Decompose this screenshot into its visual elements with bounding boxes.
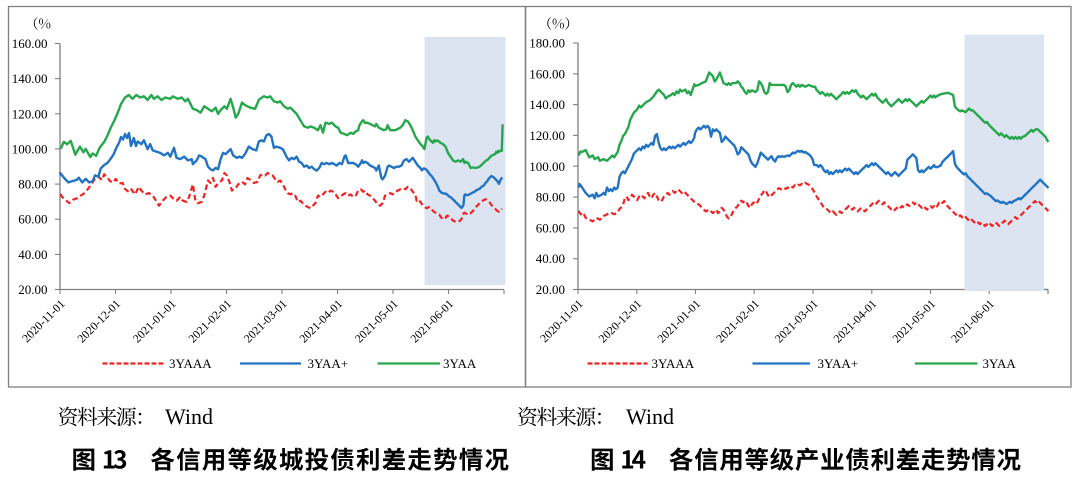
svg-text:40.00: 40.00: [536, 251, 565, 266]
svg-text:120.00: 120.00: [529, 128, 565, 143]
svg-text:60.00: 60.00: [536, 220, 565, 235]
svg-text:120.00: 120.00: [12, 106, 48, 121]
svg-text:3YAAA: 3YAAA: [652, 356, 695, 371]
svg-text:60.00: 60.00: [18, 212, 47, 227]
svg-text:160.00: 160.00: [529, 66, 565, 81]
svg-text:20.00: 20.00: [536, 282, 565, 297]
svg-text:140.00: 140.00: [12, 71, 48, 86]
svg-text:40.00: 40.00: [18, 247, 47, 262]
svg-text:100.00: 100.00: [529, 159, 565, 174]
svg-text:3YAA+: 3YAA+: [308, 356, 349, 371]
svg-text:80.00: 80.00: [18, 177, 47, 192]
svg-text:140.00: 140.00: [529, 97, 565, 112]
svg-text:Wind: Wind: [626, 404, 674, 429]
svg-text:20.00: 20.00: [18, 282, 47, 297]
svg-text:3YAA+: 3YAA+: [818, 356, 859, 371]
svg-text:3YAA: 3YAA: [983, 356, 1017, 371]
svg-text:80.00: 80.00: [536, 190, 565, 205]
svg-text:3YAA: 3YAA: [443, 356, 477, 371]
svg-text:100.00: 100.00: [12, 141, 48, 156]
svg-text:160.00: 160.00: [12, 36, 48, 51]
svg-text:180.00: 180.00: [529, 36, 565, 51]
svg-text:Wind: Wind: [165, 404, 213, 429]
svg-text:3YAAA: 3YAAA: [169, 356, 212, 371]
